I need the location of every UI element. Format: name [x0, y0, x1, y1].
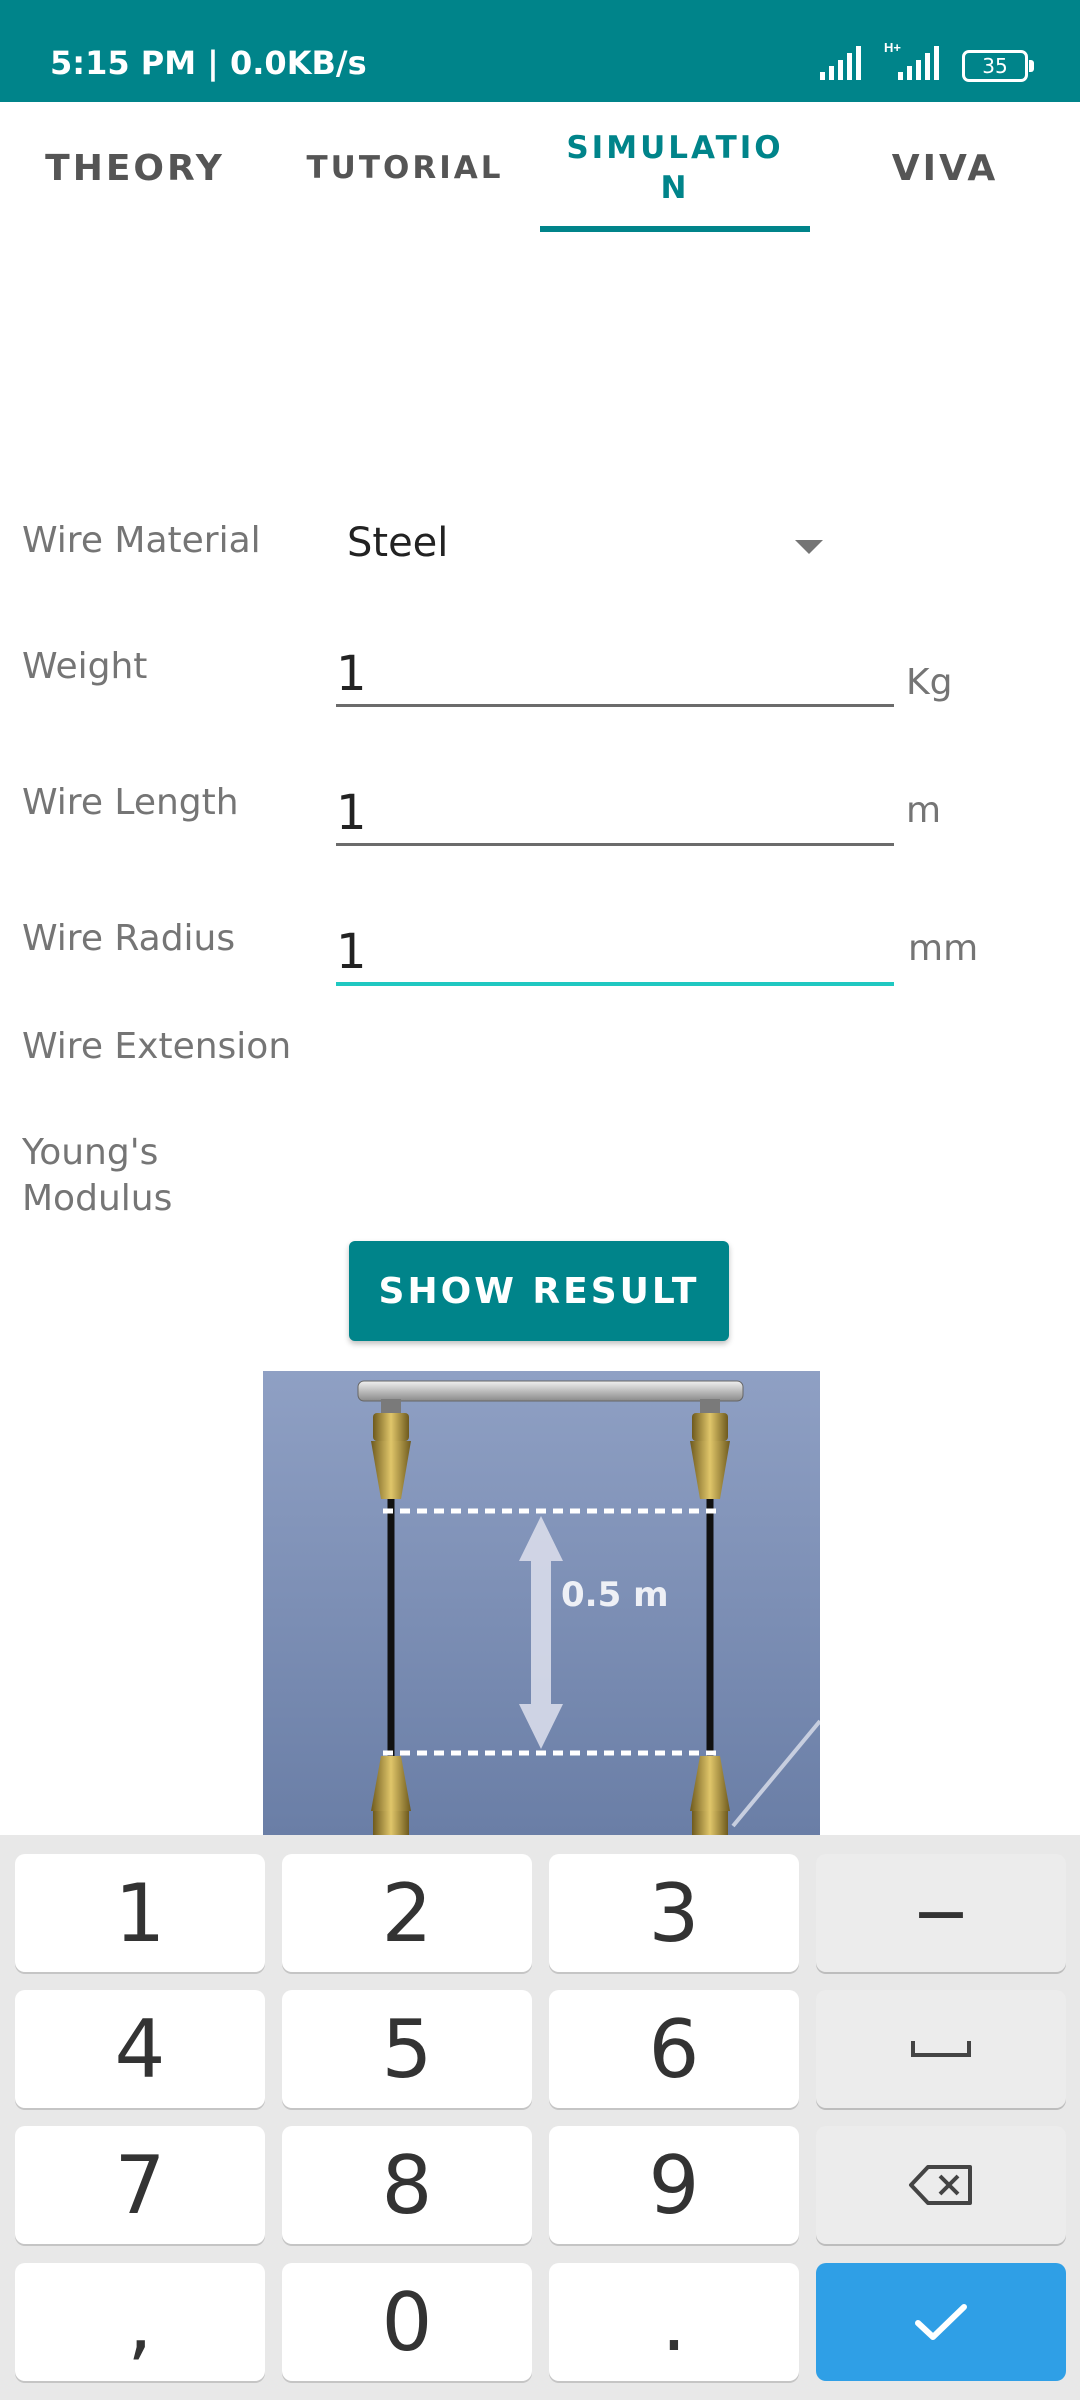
- backspace-icon: [909, 2165, 972, 2205]
- wire-radius-unit: mm: [908, 928, 979, 969]
- key-2[interactable]: 2: [282, 1854, 532, 1972]
- tab-theory[interactable]: THEORY: [0, 102, 270, 234]
- wire-length-unit: m: [906, 790, 942, 831]
- youngs-modulus-label-line2: Modulus: [22, 1178, 173, 1219]
- wire-length-label: Wire Length: [22, 782, 239, 823]
- battery-icon: 35: [962, 50, 1034, 82]
- youngs-modulus-label: Young's Modulus: [22, 1130, 172, 1222]
- key-space[interactable]: [816, 1990, 1066, 2108]
- network-type: H+: [884, 40, 901, 55]
- signal-icon: [820, 46, 866, 80]
- tab-viva[interactable]: VIVA: [810, 102, 1080, 234]
- weight-unit: Kg: [906, 662, 953, 703]
- tab-active-indicator: [540, 226, 810, 232]
- status-bar: 5:15 PM | 0.0KB/s H+ 35: [0, 0, 1080, 102]
- key-minus[interactable]: −: [816, 1854, 1066, 1972]
- key-7[interactable]: 7: [15, 2126, 265, 2244]
- tab-theory-label: THEORY: [45, 147, 225, 189]
- weight-input[interactable]: [336, 644, 894, 707]
- simulation-apparatus: [357, 1380, 820, 1836]
- wire-radius-input[interactable]: [336, 922, 894, 986]
- numeric-keyboard: 1 2 3 − 4 5 6 7 8 9 , 0 .: [0, 1835, 1080, 2400]
- key-enter[interactable]: [816, 2263, 1066, 2381]
- simulation-image: 0.5 m: [263, 1371, 820, 1836]
- signal-hplus-icon: H+: [884, 40, 944, 80]
- key-comma[interactable]: ,: [15, 2263, 265, 2381]
- key-8[interactable]: 8: [282, 2126, 532, 2244]
- key-5[interactable]: 5: [282, 1990, 532, 2108]
- wire-length-input[interactable]: [336, 783, 894, 846]
- key-0[interactable]: 0: [282, 2263, 532, 2381]
- wire-material-label: Wire Material: [22, 520, 261, 561]
- weight-label: Weight: [22, 646, 148, 687]
- tab-bar: THEORY TUTORIAL SIMULATIO N VIVA: [0, 102, 1080, 234]
- key-9[interactable]: 9: [549, 2126, 799, 2244]
- space-icon: [911, 2041, 971, 2057]
- tab-simulation-label-line2: N: [660, 170, 690, 206]
- tab-simulation-label-line1: SIMULATIO: [566, 130, 784, 166]
- wire-material-value: Steel: [347, 520, 449, 566]
- distance-label: 0.5 m: [561, 1575, 669, 1615]
- status-icons: H+ 35: [820, 40, 1040, 82]
- wire-radius-label: Wire Radius: [22, 918, 236, 959]
- key-period[interactable]: .: [549, 2263, 799, 2381]
- key-backspace[interactable]: [816, 2126, 1066, 2244]
- key-4[interactable]: 4: [15, 1990, 265, 2108]
- youngs-modulus-label-line1: Young's: [22, 1132, 159, 1173]
- tab-tutorial[interactable]: TUTORIAL: [270, 102, 540, 234]
- key-3[interactable]: 3: [549, 1854, 799, 1972]
- key-6[interactable]: 6: [549, 1990, 799, 2108]
- wire-extension-label: Wire Extension: [22, 1026, 292, 1067]
- show-result-button[interactable]: SHOW RESULT: [349, 1241, 729, 1341]
- tab-tutorial-label: TUTORIAL: [306, 150, 504, 186]
- status-time: 5:15 PM | 0.0KB/s: [50, 44, 367, 82]
- key-1[interactable]: 1: [15, 1854, 265, 1972]
- tab-viva-label: VIVA: [891, 147, 999, 189]
- enter-check-icon: [915, 2304, 967, 2340]
- dropdown-arrow-icon: [795, 540, 823, 554]
- tab-simulation[interactable]: SIMULATIO N: [540, 102, 810, 234]
